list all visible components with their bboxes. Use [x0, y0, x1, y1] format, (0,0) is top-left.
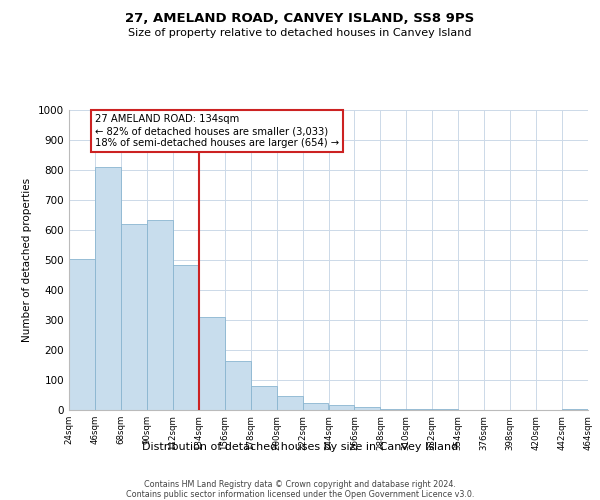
Bar [251, 386, 277, 410]
Bar [199, 317, 224, 410]
Bar [69, 258, 95, 410]
Bar [224, 361, 251, 410]
Bar [355, 407, 380, 410]
Text: 27 AMELAND ROAD: 134sqm
← 82% of detached houses are smaller (3,033)
18% of semi: 27 AMELAND ROAD: 134sqm ← 82% of detache… [95, 114, 339, 148]
Bar [562, 408, 588, 410]
Bar [380, 408, 406, 410]
Bar [95, 167, 121, 410]
Bar [121, 224, 147, 410]
Bar [406, 409, 432, 410]
Bar [277, 396, 302, 410]
Bar [147, 220, 173, 410]
Text: Size of property relative to detached houses in Canvey Island: Size of property relative to detached ho… [128, 28, 472, 38]
Y-axis label: Number of detached properties: Number of detached properties [22, 178, 32, 342]
Text: Contains HM Land Registry data © Crown copyright and database right 2024.
Contai: Contains HM Land Registry data © Crown c… [126, 480, 474, 500]
Bar [302, 402, 329, 410]
Bar [173, 264, 199, 410]
Bar [329, 404, 355, 410]
Text: 27, AMELAND ROAD, CANVEY ISLAND, SS8 9PS: 27, AMELAND ROAD, CANVEY ISLAND, SS8 9PS [125, 12, 475, 26]
Text: Distribution of detached houses by size in Canvey Island: Distribution of detached houses by size … [142, 442, 458, 452]
